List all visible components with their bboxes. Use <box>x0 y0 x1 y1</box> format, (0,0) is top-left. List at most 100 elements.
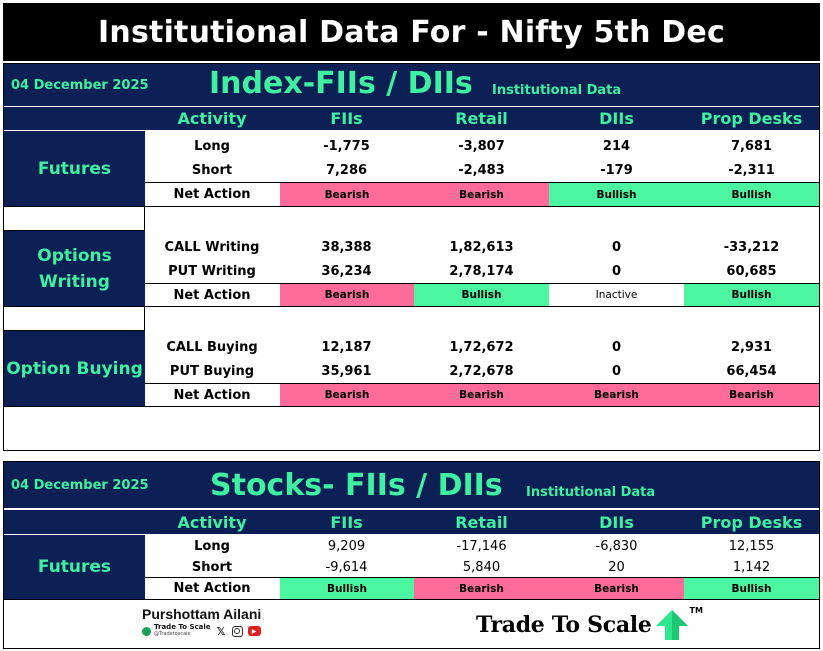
divider <box>145 383 819 384</box>
stocks-net-fiis: Bullish <box>280 578 414 599</box>
call-writing-prop: -33,212 <box>723 239 780 255</box>
col-retail: Retail <box>455 109 508 128</box>
col-prop-desks: Prop Desks <box>700 512 803 532</box>
brand-badge: Trade To Scale @Tradetoscale 𝕏 ▶ <box>142 624 266 638</box>
futures-label: Futures <box>4 131 145 206</box>
activity-long: Long <box>194 138 230 154</box>
stocks-net-diis: Bearish <box>549 578 684 599</box>
activity-put-writing: PUT Writing <box>168 263 256 279</box>
activity-short: Short <box>191 162 233 178</box>
index-title-band <box>4 64 819 106</box>
option-buying-net-prop: Bearish <box>684 384 819 406</box>
option-buying-net-fiis: Bearish <box>280 384 414 406</box>
options-writing-net-prop: Bullish <box>684 284 819 306</box>
divider <box>145 577 819 578</box>
divider <box>145 283 819 284</box>
youtube-icon[interactable]: ▶ <box>247 626 261 636</box>
activity-short: Short <box>191 559 233 575</box>
activity-call-buying: CALL Buying <box>166 339 258 355</box>
put-buying-retail: 2,72,678 <box>449 363 514 379</box>
option-buying-label: Option Buying <box>4 331 145 406</box>
divider <box>4 206 819 207</box>
call-writing-fiis: 38,388 <box>321 239 372 255</box>
col-diis: DIIs <box>599 512 634 532</box>
put-writing-retail: 2,78,174 <box>449 263 514 279</box>
stocks-net-prop: Bullish <box>684 578 819 599</box>
stocks-subtitle: Institutional Data <box>526 485 656 500</box>
net-action-label: Net Action <box>173 187 251 202</box>
logo-text: Trade To Scale <box>476 612 652 638</box>
col-activity: Activity <box>177 109 247 128</box>
col-activity: Activity <box>177 512 247 532</box>
options-writing-net-fiis: Bearish <box>280 284 414 306</box>
futures-net-fiis: Bearish <box>280 183 414 206</box>
activity-call-writing: CALL Writing <box>164 239 260 255</box>
stocks-long-retail: -17,146 <box>456 538 507 554</box>
brand-mark-icon <box>142 626 151 636</box>
stocks-long-prop: 12,155 <box>728 538 775 554</box>
futures-short-prop: -2,311 <box>728 162 775 178</box>
page-title: Institutional Data For - Nifty 5th Dec <box>3 3 820 61</box>
stocks-long-fiis: 9,209 <box>327 538 366 554</box>
call-writing-retail: 1,82,613 <box>449 239 514 255</box>
trade-to-scale-logo: Trade To Scale TM <box>476 606 703 642</box>
instagram-icon[interactable] <box>231 625 243 637</box>
stocks-long-diis: -6,830 <box>595 538 638 554</box>
col-fiis: FIIs <box>330 109 363 128</box>
x-icon[interactable]: 𝕏 <box>216 624 226 638</box>
call-buying-fiis: 12,187 <box>321 339 372 355</box>
activity-put-buying: PUT Buying <box>169 363 255 379</box>
spacer-cell <box>4 207 145 231</box>
futures-long-fiis: -1,775 <box>323 138 370 154</box>
stocks-title: Stocks- FIIs / DIIs <box>210 468 503 503</box>
brand-badge-handle: @Tradetoscale <box>154 631 191 637</box>
stocks-short-prop: 1,142 <box>732 559 771 575</box>
divider <box>4 599 819 600</box>
stocks-short-fiis: -9,614 <box>325 559 368 575</box>
stocks-title-band <box>4 462 819 508</box>
arrow-up-icon <box>655 610 688 640</box>
divider <box>4 230 145 231</box>
futures-short-retail: -2,483 <box>458 162 505 178</box>
futures-long-diis: 214 <box>602 138 631 154</box>
put-writing-diis: 0 <box>611 263 622 279</box>
stocks-futures-label: Futures <box>4 535 145 599</box>
col-diis: DIIs <box>599 109 634 128</box>
futures-long-retail: -3,807 <box>458 138 505 154</box>
options-writing-net-retail: Bullish <box>414 284 549 306</box>
options-writing-label-line1: Options <box>37 245 112 266</box>
index-column-header-band <box>4 107 819 130</box>
author-name: Purshottam Ailani <box>142 606 262 622</box>
stocks-short-retail: 5,840 <box>462 559 501 575</box>
options-writing-label-line2: Writing <box>39 271 110 292</box>
stocks-short-diis: 20 <box>608 559 625 575</box>
futures-net-diis: Bullish <box>549 183 684 206</box>
options-writing-net-diis: Inactive <box>549 284 684 306</box>
put-buying-diis: 0 <box>611 363 622 379</box>
index-date: 04 December 2025 <box>11 77 149 93</box>
net-action-label: Net Action <box>173 287 251 303</box>
col-fiis: FIIs <box>330 512 363 532</box>
call-buying-diis: 0 <box>611 339 622 355</box>
net-action-label: Net Action <box>173 581 251 596</box>
futures-short-diis: -179 <box>600 162 633 178</box>
futures-long-prop: 7,681 <box>730 138 773 154</box>
futures-net-retail: Bearish <box>414 183 549 206</box>
activity-long: Long <box>194 538 230 554</box>
futures-short-fiis: 7,286 <box>325 162 368 178</box>
put-buying-fiis: 35,961 <box>321 363 372 379</box>
put-buying-prop: 66,454 <box>726 363 777 379</box>
put-writing-fiis: 36,234 <box>321 263 372 279</box>
options-writing-label: Options Writing <box>4 231 145 306</box>
stocks-net-retail: Bearish <box>414 578 549 599</box>
divider <box>4 330 145 331</box>
col-retail: Retail <box>455 512 508 532</box>
call-buying-retail: 1,72,672 <box>449 339 514 355</box>
net-action-label: Net Action <box>173 387 251 403</box>
call-buying-prop: 2,931 <box>730 339 773 355</box>
trademark-mark: TM <box>689 606 703 615</box>
divider <box>4 306 819 307</box>
futures-net-prop: Bullish <box>684 183 819 206</box>
index-subtitle: Institutional Data <box>492 83 622 98</box>
call-writing-diis: 0 <box>611 239 622 255</box>
